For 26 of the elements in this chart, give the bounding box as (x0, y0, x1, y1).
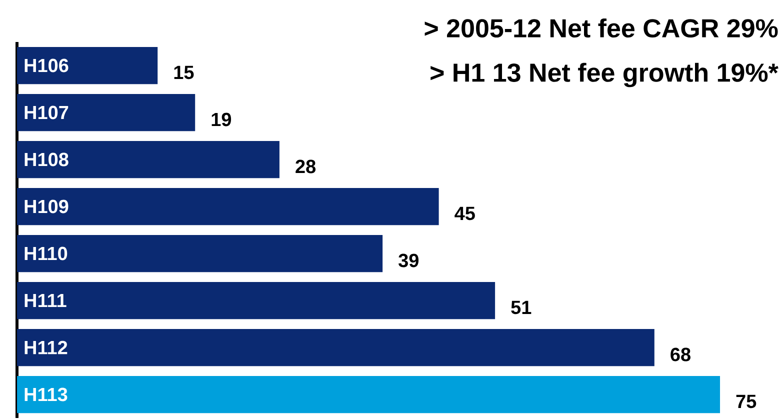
bar (17, 328, 654, 366)
data-label: 51 (511, 300, 532, 314)
y-tick-label: H112 (24, 340, 68, 354)
data-label: 45 (454, 206, 475, 220)
data-label: 68 (670, 348, 690, 362)
data-label: 75 (736, 394, 756, 408)
bar (17, 234, 383, 272)
data-label: 28 (296, 160, 316, 174)
y-tick-label: H113 (24, 388, 68, 402)
text: > 2005-12 Net fee CAGR 29% (424, 18, 778, 38)
y-tick-label: H109 (24, 200, 68, 214)
bar (17, 46, 158, 84)
bar (17, 140, 280, 178)
bar (17, 188, 439, 226)
bar (17, 94, 196, 132)
y-tick-label: H108 (24, 152, 68, 166)
y-tick-label: H106 (24, 58, 68, 72)
data-label: 39 (398, 254, 419, 268)
bar (17, 376, 720, 414)
data-label: 19 (212, 112, 232, 126)
y-tick-label: H111 (24, 294, 66, 308)
bar (17, 282, 496, 320)
data-label: 15 (174, 66, 194, 80)
annotation: > H1 13 Net fee growth 19%* (430, 62, 778, 88)
y-tick-label: H110 (24, 246, 68, 260)
y-tick-label: H107 (24, 106, 68, 120)
